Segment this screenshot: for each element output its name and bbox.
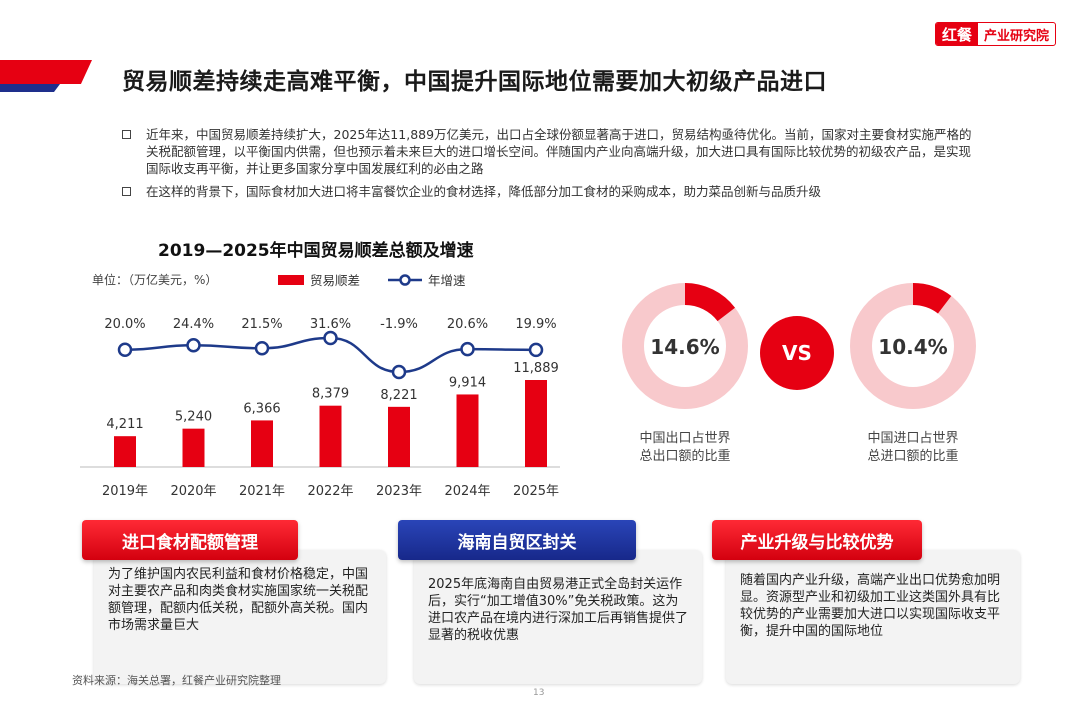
bar xyxy=(182,428,205,467)
bar-value-label: 8,379 xyxy=(312,387,349,402)
legend-label: 年增速 xyxy=(428,273,466,288)
legend-item-bar: 贸易顺差 xyxy=(278,270,360,289)
bullet-text: 近年来，中国贸易顺差持续扩大，2025年达11,889万亿美元，出口占全球份额显… xyxy=(146,127,972,176)
brand-mark: 红餐 xyxy=(936,23,979,45)
x-tick-label: 2022年 xyxy=(307,484,353,499)
source-note: 资料来源：海关总署，红餐产业研究院整理 xyxy=(72,674,281,687)
bullet-item: 在这样的背景下，国际食材加大进口将丰富餐饮企业的食材选择，降低部分加工食材的采购… xyxy=(122,183,972,200)
brand-logo: 红餐 产业研究院 xyxy=(935,22,1057,46)
growth-label: 31.6% xyxy=(310,317,351,332)
title-accent-navy xyxy=(0,84,60,92)
x-tick-label: 2020年 xyxy=(170,484,216,499)
donut-value-label: 14.6% xyxy=(650,335,719,359)
x-tick-label: 2024年 xyxy=(444,484,490,499)
bar-value-label: 9,914 xyxy=(449,375,486,390)
card-body: 为了维护国内农民利益和食材价格稳定，中国对主要农产品和肉类食材实施国家统一关税配… xyxy=(94,550,386,684)
bar xyxy=(525,380,547,467)
card-title: 海南自贸区封关 xyxy=(398,520,636,560)
card-title: 产业升级与比较优势 xyxy=(712,520,922,560)
growth-label: 19.9% xyxy=(515,317,556,332)
legend-line-swatch xyxy=(388,273,423,286)
page-title: 贸易顺差持续走高难平衡，中国提升国际地位需要加大初级产品进口 xyxy=(122,69,827,95)
bar xyxy=(456,394,479,467)
chart-title: 2019—2025年中国贸易顺差总额及增速 xyxy=(158,241,474,261)
growth-label: 20.0% xyxy=(104,317,145,332)
growth-point xyxy=(391,364,407,380)
bullet-text: 在这样的背景下，国际食材加大进口将丰富餐饮企业的食材选择，降低部分加工食材的采购… xyxy=(146,184,822,199)
legend-item-line: 年增速 xyxy=(388,270,466,289)
bar-value-label: 8,221 xyxy=(380,388,417,403)
card-title: 进口食材配额管理 xyxy=(82,520,298,560)
bar-value-label: 4,211 xyxy=(106,417,143,432)
growth-label: 24.4% xyxy=(173,317,214,332)
brand-text: 产业研究院 xyxy=(984,28,1050,44)
growth-point xyxy=(528,342,544,358)
donut-value-label: 10.4% xyxy=(878,335,947,359)
import-share-caption: 中国进口占世界 总进口额的比重 xyxy=(833,430,993,466)
growth-label: -1.9% xyxy=(380,317,418,332)
title-accent-red xyxy=(0,60,92,84)
export-share-caption: 中国出口占世界 总出口额的比重 xyxy=(605,430,765,466)
growth-point xyxy=(186,338,201,353)
card-body: 随着国内产业升级，高端产业出口优势愈加明显。资源型产业和初级加工业这类国外具有比… xyxy=(726,550,1020,684)
growth-point xyxy=(254,341,270,356)
bullet-list: 近年来，中国贸易顺差持续扩大，2025年达11,889万亿美元，出口占全球份额显… xyxy=(122,126,972,206)
x-tick-label: 2021年 xyxy=(239,484,285,499)
x-tick-label: 2019年 xyxy=(102,484,148,499)
x-tick-label: 2025年 xyxy=(513,484,559,499)
legend-bar-swatch xyxy=(278,274,304,285)
square-bullet-icon xyxy=(122,130,131,139)
chart-unit: 单位：（万亿美元，%） xyxy=(92,273,218,287)
bar-value-label: 6,366 xyxy=(243,401,280,416)
bar xyxy=(251,420,273,467)
growth-point xyxy=(117,342,133,358)
chart-legend: 贸易顺差 年增速 xyxy=(278,270,466,289)
growth-point xyxy=(323,330,338,346)
vs-badge: VS xyxy=(760,316,834,390)
export-share-donut: 14.6% xyxy=(622,283,748,409)
bar xyxy=(114,436,136,467)
trade-surplus-chart: 4,211 2019年 5,240 2020年 6,366 2021年 8,379 2022年… xyxy=(80,317,560,499)
caption-line: 中国进口占世界 xyxy=(867,431,959,446)
square-bullet-icon xyxy=(122,187,131,196)
bar-value-label: 5,240 xyxy=(175,410,212,425)
x-tick-label: 2023年 xyxy=(376,484,422,499)
caption-line: 总出口额的比重 xyxy=(639,449,731,464)
bar xyxy=(319,405,342,467)
donut-slice xyxy=(684,283,736,322)
growth-point xyxy=(460,341,475,357)
donut-slice xyxy=(912,283,952,314)
growth-label: 21.5% xyxy=(241,317,282,332)
bullet-item: 近年来，中国贸易顺差持续扩大，2025年达11,889万亿美元，出口占全球份额显… xyxy=(122,126,972,177)
card-body: 2025年底海南自由贸易港正式全岛封关运作后，实行“加工增值30%”免关税政策。… xyxy=(414,550,702,684)
caption-line: 中国出口占世界 xyxy=(639,431,731,446)
import-share-donut: 10.4% xyxy=(850,283,976,409)
growth-label: 20.6% xyxy=(447,317,488,332)
bar-value-label: 11,889 xyxy=(513,361,559,376)
caption-line: 总进口额的比重 xyxy=(867,449,959,464)
page-number: 13 xyxy=(533,688,545,698)
bar xyxy=(388,406,410,467)
legend-label: 贸易顺差 xyxy=(310,273,361,288)
